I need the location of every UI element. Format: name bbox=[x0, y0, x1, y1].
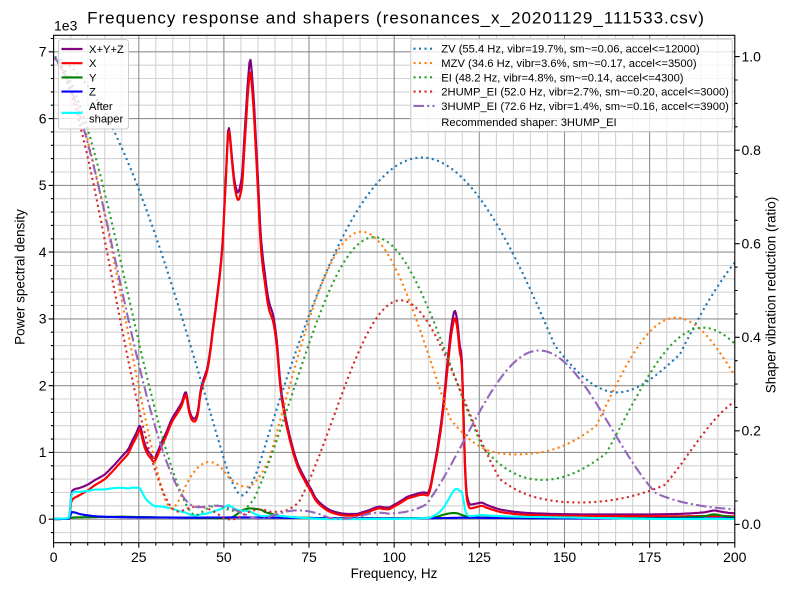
svg-text:175: 175 bbox=[638, 549, 662, 565]
svg-text:Frequency, Hz: Frequency, Hz bbox=[351, 566, 438, 581]
svg-text:0: 0 bbox=[50, 549, 58, 565]
svg-text:0: 0 bbox=[39, 511, 47, 527]
svg-text:Y: Y bbox=[89, 72, 97, 84]
svg-text:MZV (34.6 Hz, vibr=3.6%, sm~=0: MZV (34.6 Hz, vibr=3.6%, sm~=0.17, accel… bbox=[441, 58, 697, 70]
svg-text:X+Y+Z: X+Y+Z bbox=[89, 44, 124, 56]
svg-text:1.0: 1.0 bbox=[742, 48, 762, 64]
svg-text:Z: Z bbox=[89, 87, 96, 99]
svg-text:ZV (55.4 Hz, vibr=19.7%, sm~=0: ZV (55.4 Hz, vibr=19.7%, sm~=0.06, accel… bbox=[441, 44, 700, 56]
svg-text:0.4: 0.4 bbox=[742, 329, 762, 345]
svg-text:200: 200 bbox=[723, 549, 747, 565]
svg-text:EI (48.2 Hz, vibr=4.8%, sm~=0.: EI (48.2 Hz, vibr=4.8%, sm~=0.14, accel<… bbox=[441, 72, 683, 84]
svg-text:3: 3 bbox=[39, 311, 47, 327]
svg-text:150: 150 bbox=[553, 549, 577, 565]
svg-text:2: 2 bbox=[39, 378, 47, 394]
svg-text:Frequency response and shapers: Frequency response and shapers (resonanc… bbox=[87, 9, 705, 28]
svg-text:100: 100 bbox=[383, 549, 407, 565]
svg-text:6: 6 bbox=[39, 110, 47, 126]
svg-text:0.6: 0.6 bbox=[742, 236, 762, 252]
svg-text:shaper: shaper bbox=[89, 114, 123, 126]
svg-text:0.2: 0.2 bbox=[742, 423, 762, 439]
svg-text:Shaper vibration reduction (ra: Shaper vibration reduction (ratio) bbox=[764, 197, 779, 394]
svg-text:0.8: 0.8 bbox=[742, 142, 762, 158]
svg-text:50: 50 bbox=[216, 549, 232, 565]
svg-text:4: 4 bbox=[39, 244, 47, 260]
svg-text:125: 125 bbox=[468, 549, 492, 565]
svg-text:1e3: 1e3 bbox=[54, 18, 78, 34]
svg-text:After: After bbox=[89, 101, 113, 113]
svg-text:7: 7 bbox=[39, 44, 47, 60]
svg-text:X: X bbox=[89, 58, 97, 70]
svg-text:3HUMP_EI (72.6 Hz, vibr=1.4%,: 3HUMP_EI (72.6 Hz, vibr=1.4%, sm~=0.16, … bbox=[441, 101, 729, 113]
svg-text:5: 5 bbox=[39, 177, 47, 193]
svg-text:1: 1 bbox=[39, 444, 47, 460]
svg-text:25: 25 bbox=[131, 549, 147, 565]
svg-text:Power spectral density: Power spectral density bbox=[13, 209, 28, 345]
svg-text:0.0: 0.0 bbox=[742, 516, 762, 532]
svg-text:Recommended shaper: 3HUMP_EI: Recommended shaper: 3HUMP_EI bbox=[441, 117, 616, 129]
svg-text:2HUMP_EI (52.0 Hz, vibr=2.7%,: 2HUMP_EI (52.0 Hz, vibr=2.7%, sm~=0.20, … bbox=[441, 87, 729, 99]
svg-text:75: 75 bbox=[301, 549, 317, 565]
